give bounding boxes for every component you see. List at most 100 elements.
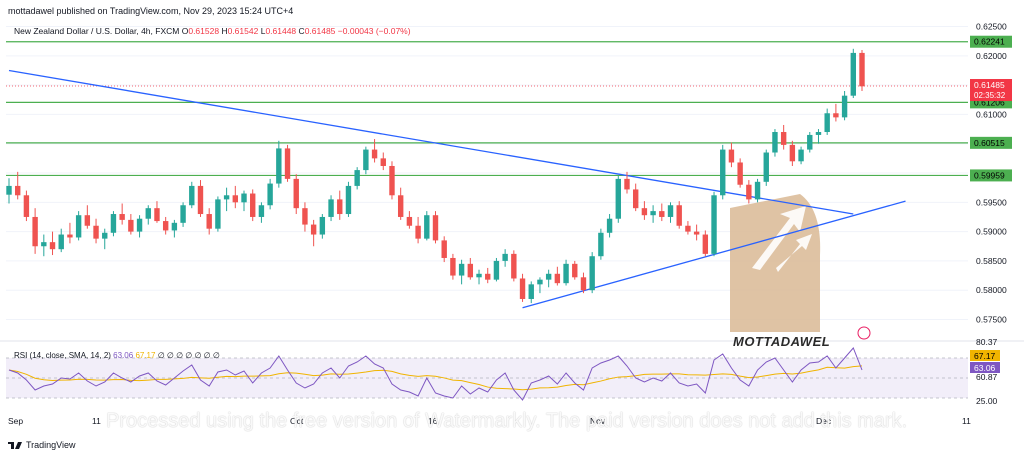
candle bbox=[676, 201, 682, 229]
candle bbox=[310, 219, 317, 247]
candle bbox=[441, 236, 447, 263]
candle-body bbox=[49, 242, 56, 250]
candle bbox=[206, 208, 212, 235]
candle-body bbox=[145, 208, 151, 219]
candle-body bbox=[458, 263, 465, 276]
candle bbox=[250, 189, 256, 222]
candle bbox=[537, 277, 543, 294]
time-tick-label: Dec bbox=[816, 416, 832, 426]
candle bbox=[711, 191, 717, 257]
symbol-title: New Zealand Dollar / U.S. Dollar, 4h, FX… bbox=[14, 26, 180, 36]
candle-body bbox=[258, 205, 265, 217]
candle bbox=[580, 272, 587, 294]
candle bbox=[93, 218, 99, 244]
change-value: −0.00043 (−0.07%) bbox=[337, 26, 411, 36]
candle-body bbox=[632, 189, 639, 209]
candle-body bbox=[728, 149, 735, 163]
price-axis: 0.625000.620000.615000.610000.605000.600… bbox=[857, 22, 1012, 406]
rsi-value: 63.06 bbox=[113, 351, 134, 360]
candle-body bbox=[58, 234, 64, 250]
candle-body bbox=[476, 273, 482, 278]
grid bbox=[0, 26, 1024, 342]
price-tick-label: 0.59000 bbox=[976, 227, 1007, 237]
high-label: H bbox=[221, 26, 228, 36]
level-price-tag bbox=[970, 35, 1012, 48]
candle-body bbox=[41, 242, 47, 247]
candle bbox=[406, 211, 413, 229]
candle bbox=[450, 253, 456, 280]
candle-body bbox=[119, 214, 125, 220]
candle bbox=[284, 144, 291, 182]
candle-body bbox=[572, 263, 578, 278]
rsi-legend: RSI (14, close, SMA, 14, 2) 63.06 67.17 … bbox=[14, 351, 220, 360]
candle bbox=[728, 142, 735, 168]
candle bbox=[397, 187, 404, 220]
candle bbox=[215, 196, 221, 232]
level-price-tag bbox=[970, 136, 1012, 149]
candle bbox=[746, 180, 752, 204]
level-price-label: 0.62241 bbox=[974, 37, 1005, 47]
candle bbox=[641, 201, 648, 220]
footer-brand-label: TradingView bbox=[26, 440, 76, 450]
candle-body bbox=[171, 222, 178, 231]
candle bbox=[763, 149, 769, 186]
candle-body bbox=[67, 234, 73, 238]
candle bbox=[702, 230, 709, 257]
candle-body bbox=[589, 256, 595, 291]
candle bbox=[815, 129, 822, 144]
candle-body bbox=[128, 219, 134, 232]
candle bbox=[824, 108, 830, 135]
candle-body bbox=[319, 216, 326, 235]
candle-body bbox=[859, 52, 865, 87]
candle bbox=[789, 140, 796, 166]
candle bbox=[110, 211, 117, 237]
candle bbox=[572, 260, 578, 280]
candle-body bbox=[641, 208, 648, 216]
time-tick-label: Nov bbox=[590, 416, 606, 426]
level-price-label: 0.61206 bbox=[974, 97, 1005, 107]
candle-body bbox=[545, 273, 552, 280]
candle bbox=[84, 205, 91, 229]
candle bbox=[650, 205, 656, 223]
candle-body bbox=[450, 257, 456, 276]
open-label: O bbox=[181, 26, 189, 36]
candle bbox=[6, 178, 12, 204]
rsi-tag-label: 63.06 bbox=[974, 363, 996, 373]
candle bbox=[467, 257, 474, 280]
candle bbox=[189, 181, 195, 209]
candle-body bbox=[363, 149, 369, 171]
candle-body bbox=[676, 205, 682, 226]
candle-body bbox=[754, 181, 761, 200]
candle bbox=[371, 139, 378, 163]
candle bbox=[389, 161, 395, 200]
candle-body bbox=[380, 158, 386, 166]
candle-body bbox=[302, 208, 308, 225]
candle bbox=[737, 158, 743, 188]
candle bbox=[75, 211, 82, 241]
rsi-ma-tag-label: 67.17 bbox=[974, 351, 996, 361]
candle-body bbox=[685, 225, 691, 232]
candle-body bbox=[798, 149, 804, 162]
candle bbox=[354, 167, 360, 190]
candle bbox=[380, 152, 386, 171]
rsi-pane bbox=[6, 347, 968, 401]
candle bbox=[554, 266, 561, 286]
candle-body bbox=[415, 225, 421, 239]
price-tick-label: 0.61000 bbox=[976, 109, 1007, 119]
candle bbox=[606, 214, 613, 238]
candle bbox=[102, 228, 108, 250]
candle-body bbox=[815, 132, 822, 135]
brand-arrow-up bbox=[752, 206, 806, 270]
footer-brand[interactable]: TradingView bbox=[8, 440, 76, 450]
candle bbox=[23, 190, 30, 222]
candle-body bbox=[789, 144, 796, 162]
candle bbox=[807, 132, 813, 153]
candle bbox=[563, 259, 569, 286]
price-tick-label: 0.58000 bbox=[976, 285, 1007, 295]
candle-body bbox=[75, 215, 82, 238]
time-tick-label: 11 bbox=[962, 416, 971, 426]
candle bbox=[833, 103, 839, 122]
candle-body bbox=[162, 221, 169, 231]
candle bbox=[424, 211, 430, 241]
